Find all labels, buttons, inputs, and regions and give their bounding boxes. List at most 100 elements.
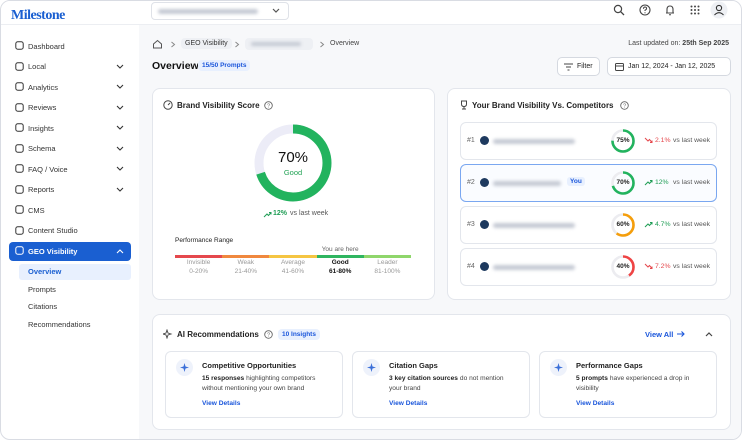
icon-shape: [15, 205, 24, 214]
last-updated: Last updated on: 25th Sep 2025: [628, 40, 729, 47]
nav-chevron: [116, 146, 124, 151]
active-subitem-bg: [19, 263, 131, 280]
nav-icon: [15, 102, 24, 112]
score-value: 70%: [277, 149, 309, 166]
prompts-badge: 15/50 Prompts: [198, 60, 251, 71]
competitor-logo: [480, 136, 489, 145]
nav-icon: [15, 61, 24, 71]
collapse-icon[interactable]: [705, 331, 713, 337]
arrow-path: [263, 212, 272, 218]
change-note: vs last week: [673, 137, 711, 144]
change-value: 4.7%: [655, 221, 671, 228]
nav-item[interactable]: Dashboard: [28, 41, 65, 51]
range-segment: [269, 255, 317, 258]
insight-title: Citation Gaps: [389, 361, 438, 370]
help-icon[interactable]: [639, 4, 651, 16]
competitor-logo: [480, 262, 489, 271]
nav-item[interactable]: CMS: [28, 205, 45, 215]
info-icon[interactable]: ?: [264, 101, 273, 110]
change-note: vs last week: [673, 263, 711, 270]
product-selector[interactable]: [151, 2, 289, 20]
view-details-link[interactable]: View Details: [576, 400, 615, 407]
chevron-path: [116, 146, 124, 151]
range-span: 81-100%: [374, 268, 401, 275]
nav-item[interactable]: Content Studio: [28, 226, 78, 235]
nav-item[interactable]: Analytics: [28, 82, 59, 92]
score-donut: [254, 124, 332, 202]
change-value: 2.1%: [655, 137, 671, 144]
nav-item[interactable]: Reports: [28, 185, 55, 194]
trend-arrow: [644, 137, 653, 143]
top-bar: [1, 1, 741, 25]
date-range-button[interactable]: Jan 12, 2024 - Jan 12, 2025: [607, 57, 731, 76]
nav-subitem[interactable]: Overview: [28, 267, 62, 276]
range-name: Weak: [237, 259, 255, 266]
nav-subitem[interactable]: Citations: [28, 302, 58, 312]
nav-item[interactable]: Insights: [28, 123, 54, 133]
apps-icon[interactable]: [689, 4, 701, 16]
nav-item[interactable]: Reviews: [28, 103, 57, 112]
nav-item[interactable]: Schema: [28, 144, 56, 153]
chevron-path: [116, 166, 124, 171]
arrow-path: [644, 137, 653, 143]
breadcrumb-item[interactable]: [245, 38, 313, 50]
you-tag: You: [567, 177, 585, 186]
nav-icon: [15, 184, 24, 194]
card-title: Brand Visibility Score: [177, 101, 260, 110]
view-details-link[interactable]: View Details: [389, 400, 428, 407]
insight-card: [165, 351, 343, 418]
filter-label: Filter: [577, 63, 593, 70]
filter-button[interactable]: Filter: [557, 57, 600, 76]
ring-arc: [611, 255, 635, 279]
view-all-link[interactable]: View All: [645, 330, 674, 339]
trend-arrow: [263, 212, 272, 218]
icon-shape: [15, 184, 24, 194]
nav-item[interactable]: GEO Visibility: [28, 246, 78, 256]
nav-item[interactable]: FAQ / Voice: [28, 164, 68, 174]
insights-badge: 10 Insights: [278, 329, 320, 340]
range-span: 61-80%: [328, 268, 352, 275]
svg-text:?: ?: [623, 104, 626, 110]
trophy-icon: [461, 100, 467, 110]
change-value: 7.2%: [655, 263, 671, 270]
nav-item[interactable]: Local: [28, 62, 46, 71]
range-name: Invisible: [186, 259, 211, 266]
icon-shape: [367, 363, 376, 372]
breadcrumb-item[interactable]: GEO Visibility: [181, 38, 232, 49]
range-span: 41-60%: [281, 268, 305, 275]
arrow-path: [644, 263, 653, 269]
ring-label: 70%: [616, 179, 630, 186]
info-icon[interactable]: ?: [620, 101, 629, 110]
arrow-icon: [677, 331, 685, 337]
competitor-row[interactable]: [460, 122, 717, 160]
nav-icon: [15, 143, 24, 153]
insight-title: Competitive Opportunities: [202, 361, 297, 370]
home-icon[interactable]: [152, 39, 163, 49]
insight-icon: [176, 359, 193, 376]
separator: [320, 41, 325, 48]
logo: Milestone: [11, 8, 65, 23]
notification-icon[interactable]: [664, 4, 676, 16]
icon-shape: [15, 41, 24, 50]
date-range-label: Jan 12, 2024 - Jan 12, 2025: [628, 63, 716, 70]
chevron-path: [116, 105, 124, 110]
nav-subitem[interactable]: Prompts: [28, 284, 56, 294]
chevron-path: [116, 249, 124, 254]
user-avatar[interactable]: [710, 1, 728, 19]
info-icon[interactable]: ?: [264, 330, 273, 339]
rank: #3: [467, 221, 475, 228]
competitor-row[interactable]: [460, 206, 717, 244]
view-details-link[interactable]: View Details: [202, 400, 241, 407]
ring-arc: [254, 124, 332, 202]
trend-arrow: [644, 180, 653, 186]
search-icon[interactable]: [613, 4, 625, 16]
insight-text: highlighting competitors without mention…: [202, 375, 316, 392]
nav-subitem[interactable]: Recommendations: [28, 320, 91, 330]
competitor-logo: [480, 178, 489, 187]
last-updated-date: 25th Sep 2025: [682, 40, 729, 47]
svg-text:?: ?: [267, 333, 270, 339]
ring-label: 60%: [616, 221, 630, 228]
range-segment: [316, 255, 364, 258]
last-updated-label: Last updated on:: [628, 40, 681, 47]
rank: #4: [467, 263, 475, 270]
